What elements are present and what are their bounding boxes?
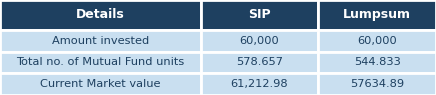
Text: SIP: SIP [248, 8, 271, 21]
Text: Total no. of Mutual Fund units: Total no. of Mutual Fund units [16, 57, 184, 67]
Bar [318, 73, 436, 95]
Text: Current Market value: Current Market value [40, 79, 160, 89]
Bar [0, 73, 201, 95]
Bar [0, 0, 201, 30]
Bar [201, 52, 318, 73]
Text: 60,000: 60,000 [357, 36, 397, 46]
Bar [201, 73, 318, 95]
Text: 544.833: 544.833 [354, 57, 401, 67]
Text: Amount invested: Amount invested [51, 36, 149, 46]
Text: 61,212.98: 61,212.98 [231, 79, 288, 89]
Bar [318, 52, 436, 73]
Text: 578.657: 578.657 [236, 57, 283, 67]
Text: 57634.89: 57634.89 [350, 79, 404, 89]
Text: Details: Details [76, 8, 125, 21]
Bar [318, 0, 436, 30]
Bar [201, 30, 318, 52]
Bar [318, 30, 436, 52]
Bar [0, 52, 201, 73]
Text: Lumpsum: Lumpsum [343, 8, 411, 21]
Bar [201, 0, 318, 30]
Text: 60,000: 60,000 [239, 36, 279, 46]
Bar [0, 30, 201, 52]
